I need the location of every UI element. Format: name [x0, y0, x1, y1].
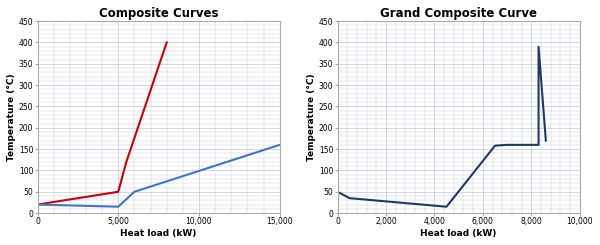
Title: Grand Composite Curve: Grand Composite Curve [380, 7, 537, 20]
Title: Composite Curves: Composite Curves [99, 7, 218, 20]
Y-axis label: Temperature (°C): Temperature (°C) [307, 73, 316, 161]
X-axis label: Heat load (kW): Heat load (kW) [421, 229, 497, 238]
Y-axis label: Temperature (°C): Temperature (°C) [7, 73, 16, 161]
X-axis label: Heat load (kW): Heat load (kW) [121, 229, 197, 238]
